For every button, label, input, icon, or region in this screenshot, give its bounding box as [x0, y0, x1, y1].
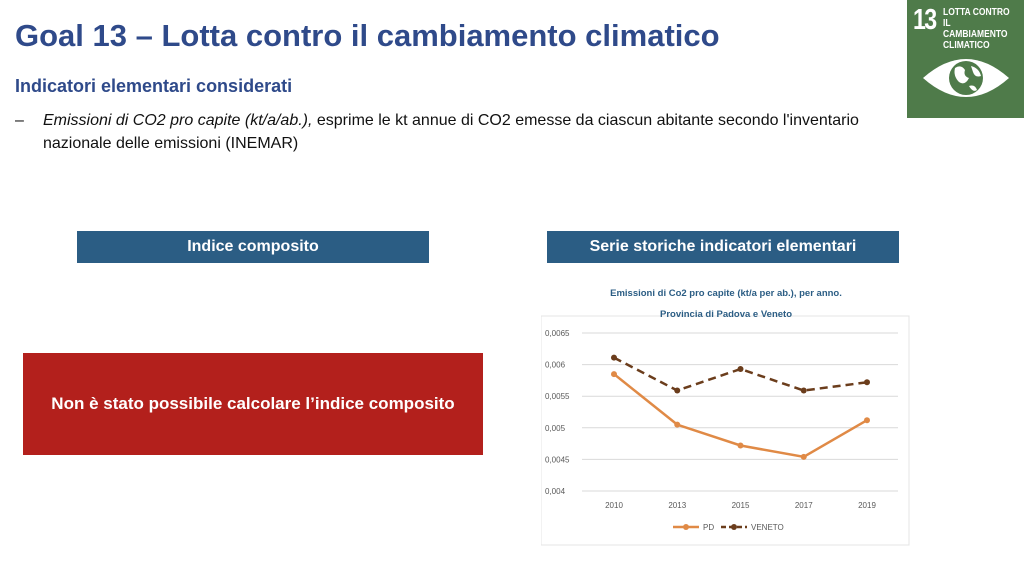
- legend-marker: [683, 524, 689, 530]
- data-point: [611, 371, 617, 378]
- notice-text: Non è stato possibile calcolare l’indice…: [51, 394, 455, 413]
- x-tick-label: 2013: [668, 501, 686, 510]
- series-line-veneto: [613, 356, 868, 392]
- data-point: [737, 366, 744, 373]
- legend-label: PD: [703, 523, 714, 532]
- legend-label: VENETO: [751, 523, 784, 532]
- composite-index-header: Indice composito: [77, 231, 429, 263]
- eye-globe-icon: [923, 59, 1009, 97]
- sdg13-logo: 13 LOTTA CONTRO IL CAMBIAMENTO CLIMATICO: [907, 0, 1024, 118]
- data-point: [674, 421, 681, 428]
- section-subtitle: Indicatori elementari considerati: [15, 76, 293, 96]
- logo-text: LOTTA CONTRO IL CAMBIAMENTO CLIMATICO: [943, 7, 1010, 51]
- data-point: [611, 354, 617, 361]
- legend-marker: [731, 524, 737, 530]
- data-point: [800, 453, 807, 460]
- y-tick-label: 0,004: [545, 487, 566, 496]
- bullet-dash: –: [15, 112, 24, 129]
- x-tick-label: 2019: [858, 501, 876, 510]
- logo-number: 13: [913, 4, 937, 36]
- page-title: Goal 13 – Lotta contro il cambiamento cl…: [15, 18, 720, 53]
- data-point: [864, 379, 870, 386]
- x-tick-label: 2010: [605, 501, 623, 510]
- y-tick-label: 0,005: [545, 424, 566, 433]
- y-tick-label: 0,006: [545, 361, 566, 370]
- y-tick-label: 0,0065: [545, 329, 570, 338]
- chart-frame: [541, 315, 910, 546]
- x-tick-label: 2017: [795, 501, 813, 510]
- time-series-header: Serie storiche indicatori elementari: [547, 231, 899, 263]
- x-tick-label: 2015: [732, 501, 750, 510]
- co2-line-chart: Emissioni di Co2 pro capite (kt/a per ab…: [541, 288, 910, 546]
- indicator-name: Emissioni di CO2 pro capite (kt/a/ab.),: [43, 112, 313, 129]
- data-point: [800, 387, 807, 394]
- data-point: [737, 442, 744, 449]
- composite-index-notice: Non è stato possibile calcolare l’indice…: [23, 353, 483, 455]
- chart-title: Emissioni di Co2 pro capite (kt/a per ab…: [610, 288, 842, 299]
- y-tick-label: 0,0055: [545, 392, 570, 401]
- indicator-bullet: – Emissioni di CO2 pro capite (kt/a/ab.)…: [15, 109, 875, 155]
- data-point: [674, 387, 681, 394]
- y-tick-label: 0,0045: [545, 455, 570, 464]
- data-point: [864, 417, 870, 424]
- chart-subtitle: Provincia di Padova e Veneto: [660, 309, 792, 320]
- indicator-description: esprime le kt annue di CO2 emesse da cia…: [43, 112, 859, 152]
